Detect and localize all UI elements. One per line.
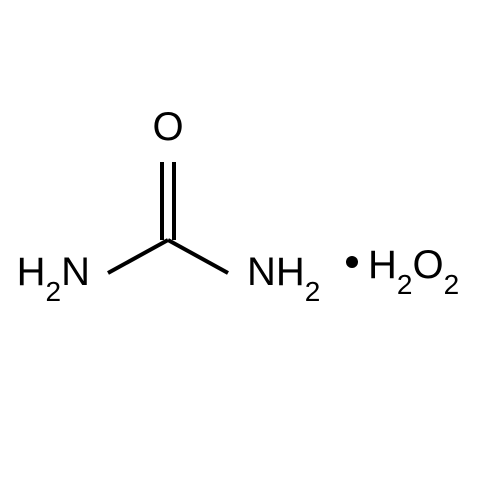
- bond: [168, 240, 228, 273]
- atom-nitrogen-left: H2N: [17, 250, 90, 307]
- bond: [108, 240, 168, 273]
- chemical-structure: O H2N NH2 H2O2: [0, 0, 500, 500]
- atom-nitrogen-right: NH2: [247, 250, 320, 307]
- addend-hydrogen-peroxide: H2O2: [368, 243, 459, 300]
- atom-oxygen: O: [152, 105, 183, 149]
- addend-dot: [346, 256, 358, 268]
